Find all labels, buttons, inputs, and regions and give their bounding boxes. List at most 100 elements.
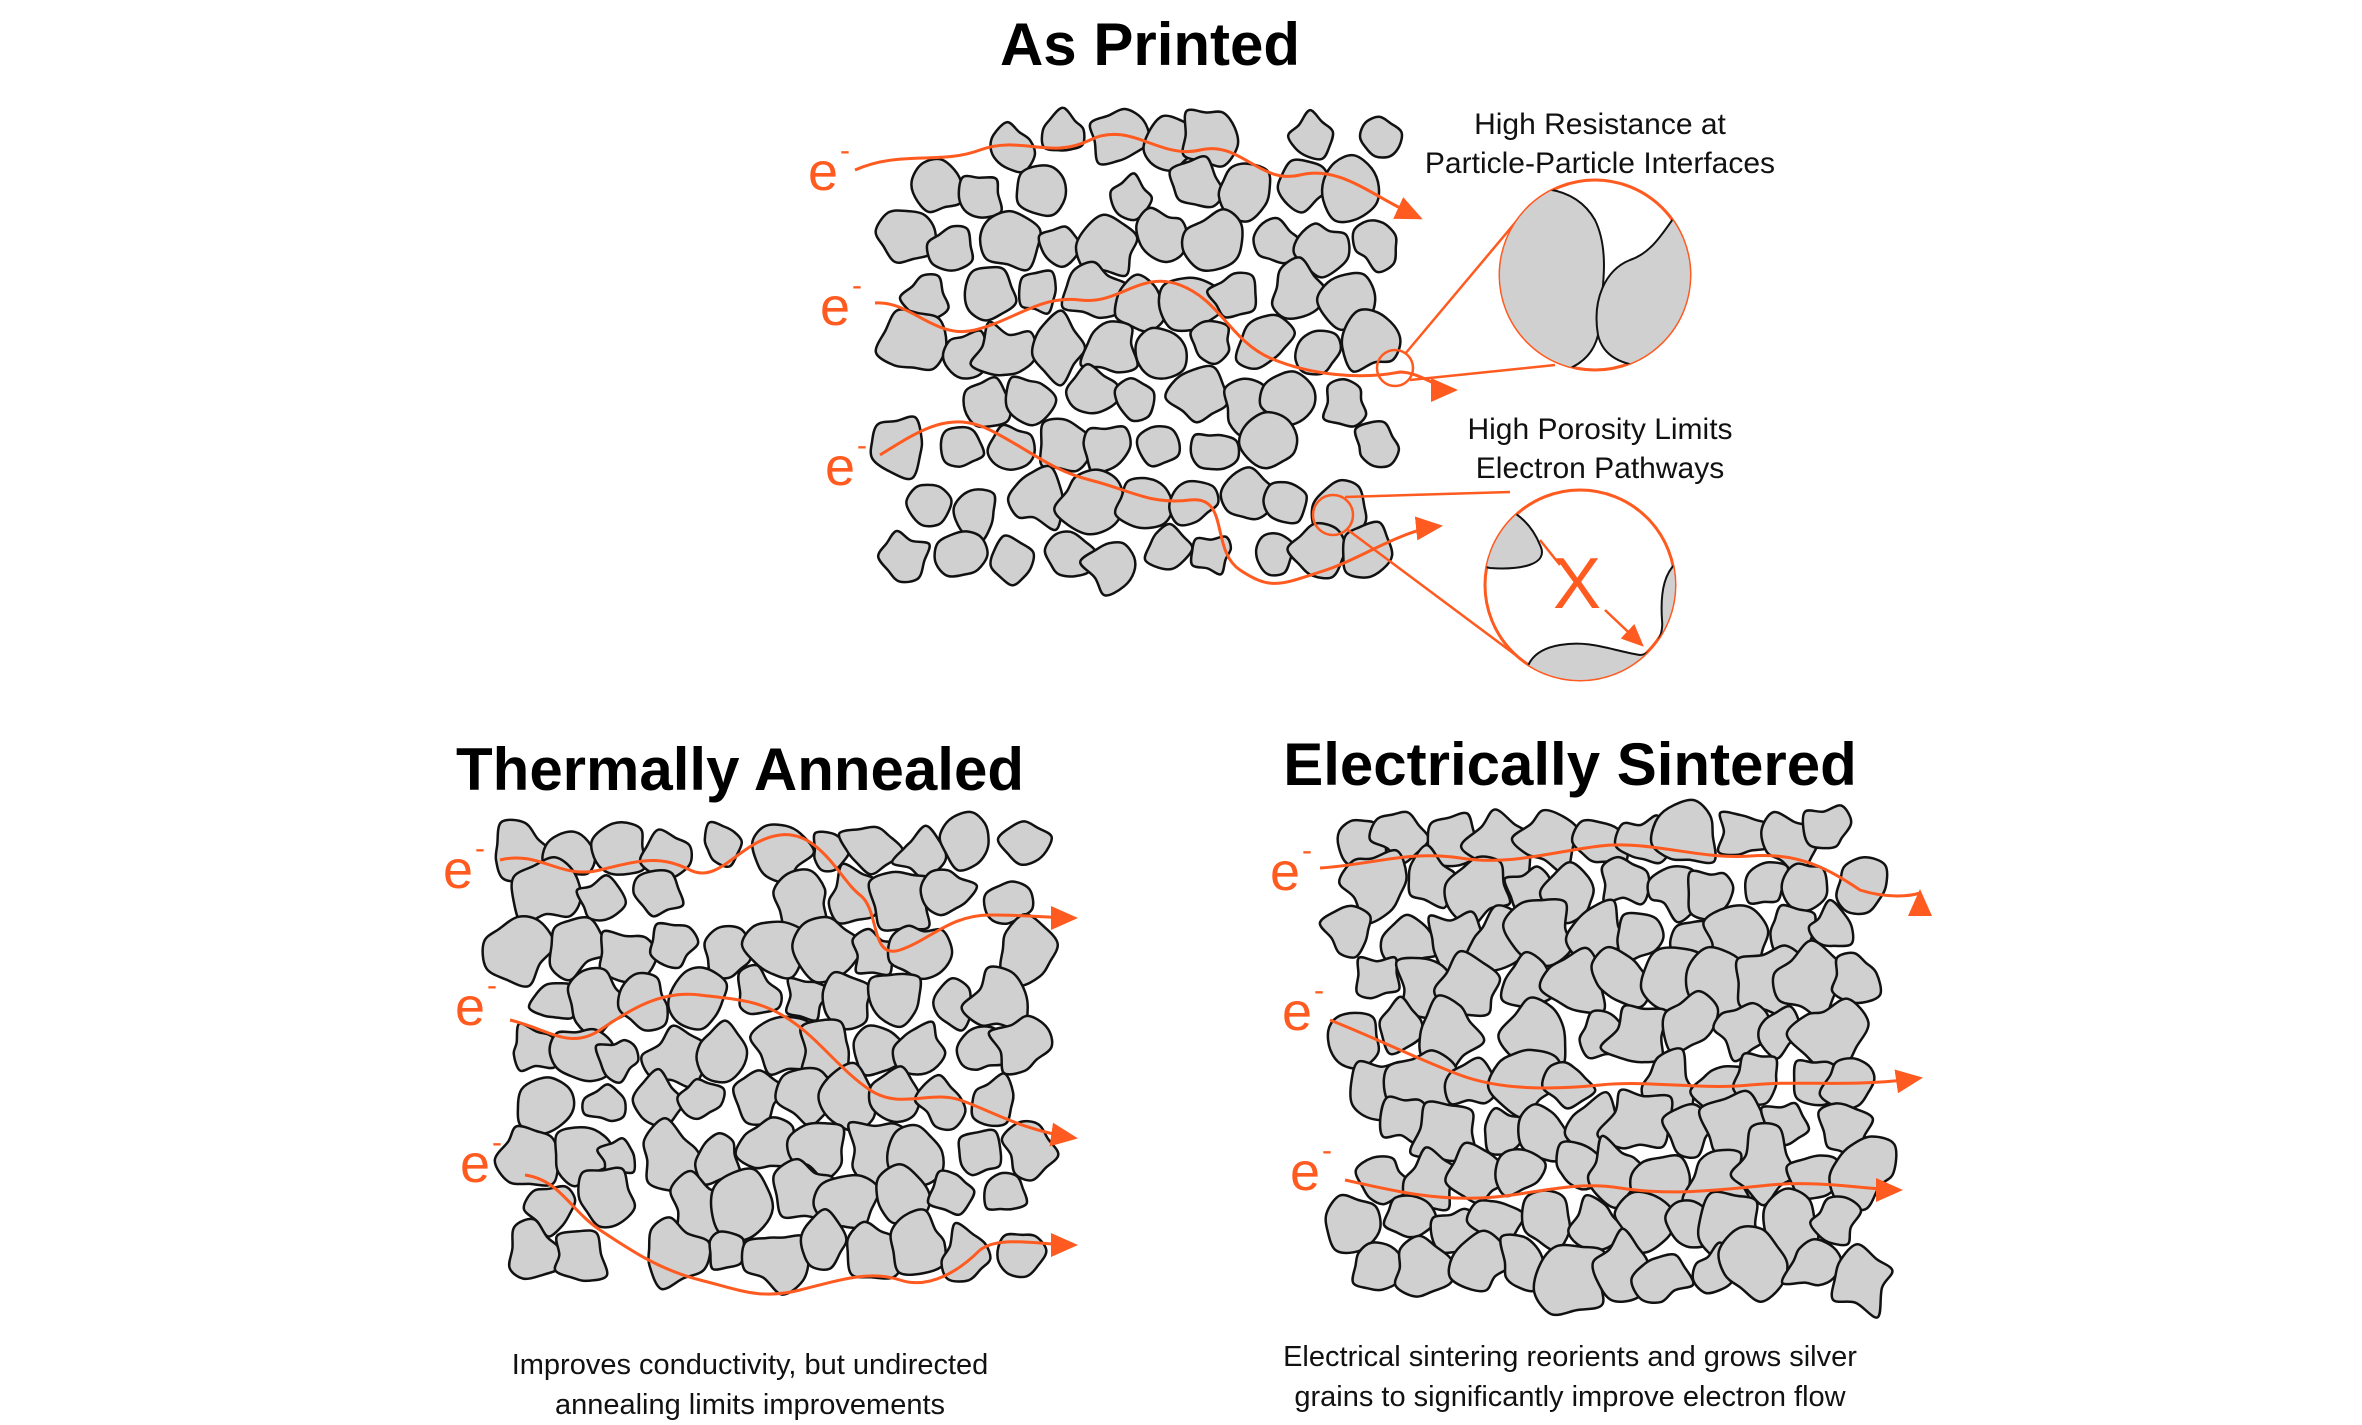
silver-particle xyxy=(1340,308,1402,373)
silver-particle xyxy=(648,921,700,970)
silver-particle xyxy=(1494,1148,1547,1198)
annotation-resistance: High Resistance at Particle-Particle Int… xyxy=(1400,105,1800,183)
electron-superscript: - xyxy=(1322,1134,1332,1167)
silver-particle xyxy=(905,483,953,528)
electron-label: e xyxy=(1270,842,1300,902)
silver-particle xyxy=(507,1217,564,1281)
silver-particle xyxy=(1540,1060,1597,1110)
silver-particle xyxy=(983,1171,1029,1211)
silver-particle xyxy=(933,530,989,578)
silver-particle xyxy=(1270,256,1327,320)
silver-particle xyxy=(1757,1004,1801,1060)
title-as-printed: As Printed xyxy=(999,11,1301,78)
silver-particle xyxy=(703,924,753,980)
silver-particle xyxy=(1254,532,1296,577)
silver-particle xyxy=(1294,329,1343,376)
silver-particle xyxy=(1189,432,1241,471)
electron-superscript: - xyxy=(487,969,497,1002)
silver-particle xyxy=(676,1077,726,1121)
silver-particle xyxy=(891,1020,947,1076)
electron-path xyxy=(524,1173,1078,1296)
silver-particle xyxy=(1078,540,1137,597)
silver-particle xyxy=(1326,1011,1381,1070)
silver-particle xyxy=(867,1065,922,1124)
silver-particle xyxy=(866,972,923,1029)
silver-particle xyxy=(1497,996,1567,1070)
electron-path xyxy=(1344,1177,1903,1202)
annotation-resistance-line2: Particle-Particle Interfaces xyxy=(1424,147,1776,180)
silver-particle xyxy=(1318,904,1372,959)
particles-electrically-sintered xyxy=(1318,798,1898,1319)
silver-particle xyxy=(989,534,1036,587)
callout-lines xyxy=(1311,204,1556,664)
inset-particle xyxy=(1500,187,1605,370)
silver-particle xyxy=(1040,106,1086,152)
silver-particle xyxy=(1135,206,1189,264)
silver-particle xyxy=(510,856,583,926)
silver-particle xyxy=(1378,995,1425,1056)
silver-particle xyxy=(982,880,1035,926)
title-electrically-sintered: Electrically Sintered xyxy=(1283,731,1857,798)
silver-particle xyxy=(987,1014,1054,1076)
silver-particle xyxy=(876,529,931,584)
silver-particle xyxy=(695,1019,749,1084)
silver-particle xyxy=(493,1124,560,1187)
silver-particle xyxy=(932,977,973,1032)
silver-particle xyxy=(1143,522,1194,571)
silver-particle xyxy=(1532,1243,1607,1317)
electron-label: e xyxy=(1290,1142,1320,1202)
silver-particle xyxy=(1286,108,1335,161)
caption-electrically-sintered: Electrical sintering reorients and grows… xyxy=(1190,1337,1950,1417)
electron-path xyxy=(499,833,1078,953)
silver-particle xyxy=(969,320,1038,377)
silver-particle xyxy=(1135,425,1182,468)
silver-particle xyxy=(926,1169,976,1217)
electron-label: e xyxy=(820,277,850,337)
silver-particle xyxy=(1237,410,1299,470)
silver-particle xyxy=(1324,1193,1382,1255)
silver-particle xyxy=(962,376,1013,429)
electron-label: e xyxy=(808,142,838,202)
silver-particle xyxy=(1368,810,1431,865)
electron-paths-thermally-annealed xyxy=(499,833,1078,1296)
silver-particle xyxy=(939,425,986,468)
silver-particle xyxy=(1351,219,1398,274)
silver-particle xyxy=(1037,225,1082,269)
silver-particle xyxy=(527,981,576,1020)
silver-particle xyxy=(734,1116,796,1170)
callout-marker-pore xyxy=(1311,493,1355,537)
electron-label: e xyxy=(460,1134,490,1194)
silver-particle xyxy=(481,915,556,988)
silver-particle xyxy=(1262,480,1309,525)
annotation-porosity: High Porosity Limits Electron Pathways xyxy=(1400,410,1800,488)
caption-electrically-sintered-line1: Electrical sintering reorients and grows… xyxy=(1283,1341,1857,1373)
silver-particle xyxy=(925,224,975,272)
silver-particle xyxy=(970,1072,1015,1128)
annotation-porosity-line2: Electron Pathways xyxy=(1475,452,1725,485)
silver-particle xyxy=(1082,425,1132,475)
particles-thermally-annealed xyxy=(481,810,1060,1296)
electron-superscript: - xyxy=(840,134,850,167)
silver-particle xyxy=(1809,1195,1863,1247)
silver-particle xyxy=(1252,216,1301,265)
silver-particle xyxy=(1341,520,1394,579)
inset-porosity: X xyxy=(1483,488,1677,682)
callout-line xyxy=(1404,204,1531,355)
silver-particle xyxy=(1716,810,1775,857)
silver-particle xyxy=(1358,115,1404,159)
silver-particle xyxy=(910,157,964,214)
electron-label: e xyxy=(825,437,855,497)
silver-particle xyxy=(553,1229,609,1283)
silver-particle xyxy=(703,820,744,869)
silver-particle xyxy=(1510,808,1580,876)
silver-particle xyxy=(913,1073,967,1132)
silver-particle xyxy=(1382,1194,1438,1239)
silver-particle xyxy=(1109,172,1154,222)
silver-particle xyxy=(1499,1233,1545,1293)
silver-particle xyxy=(1088,107,1151,166)
silver-particle xyxy=(1801,804,1853,850)
silver-particle xyxy=(616,971,669,1032)
silver-particle xyxy=(791,915,865,984)
silver-particle xyxy=(708,1230,746,1271)
